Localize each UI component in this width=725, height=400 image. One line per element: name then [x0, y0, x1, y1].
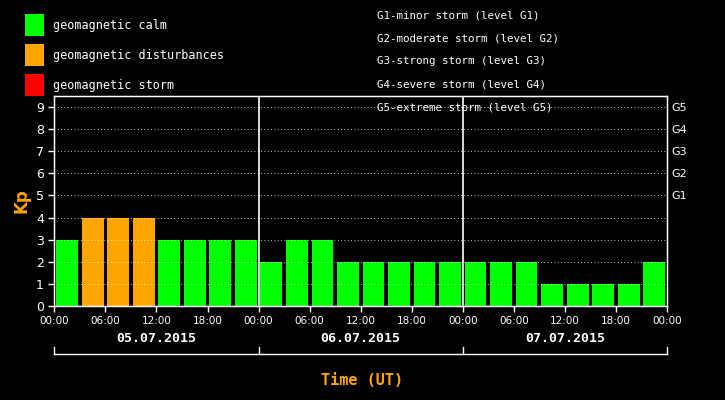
- Bar: [337, 262, 359, 306]
- Bar: [57, 240, 78, 306]
- Text: 07.07.2015: 07.07.2015: [525, 332, 605, 344]
- Bar: [490, 262, 512, 306]
- Bar: [567, 284, 589, 306]
- Bar: [107, 218, 129, 306]
- Bar: [235, 240, 257, 306]
- Bar: [592, 284, 614, 306]
- Bar: [643, 262, 665, 306]
- Bar: [618, 284, 639, 306]
- Bar: [158, 240, 180, 306]
- Text: G3-strong storm (level G3): G3-strong storm (level G3): [377, 56, 546, 66]
- Text: G2-moderate storm (level G2): G2-moderate storm (level G2): [377, 33, 559, 43]
- Text: 05.07.2015: 05.07.2015: [117, 332, 196, 344]
- Bar: [414, 262, 435, 306]
- Text: geomagnetic disturbances: geomagnetic disturbances: [53, 48, 224, 62]
- Text: 06.07.2015: 06.07.2015: [320, 332, 401, 344]
- Text: G1-minor storm (level G1): G1-minor storm (level G1): [377, 10, 539, 20]
- Y-axis label: Kp: Kp: [12, 189, 30, 213]
- Bar: [210, 240, 231, 306]
- Bar: [388, 262, 410, 306]
- Text: Time (UT): Time (UT): [321, 373, 404, 388]
- Bar: [515, 262, 537, 306]
- Bar: [260, 262, 282, 306]
- Text: G5-extreme storm (level G5): G5-extreme storm (level G5): [377, 103, 552, 113]
- Bar: [133, 218, 154, 306]
- Text: geomagnetic calm: geomagnetic calm: [53, 18, 167, 32]
- Text: geomagnetic storm: geomagnetic storm: [53, 78, 174, 92]
- Bar: [362, 262, 384, 306]
- Bar: [542, 284, 563, 306]
- Bar: [465, 262, 486, 306]
- Text: G4-severe storm (level G4): G4-severe storm (level G4): [377, 80, 546, 90]
- Bar: [439, 262, 461, 306]
- Bar: [184, 240, 206, 306]
- Bar: [82, 218, 104, 306]
- Bar: [286, 240, 307, 306]
- Bar: [312, 240, 334, 306]
